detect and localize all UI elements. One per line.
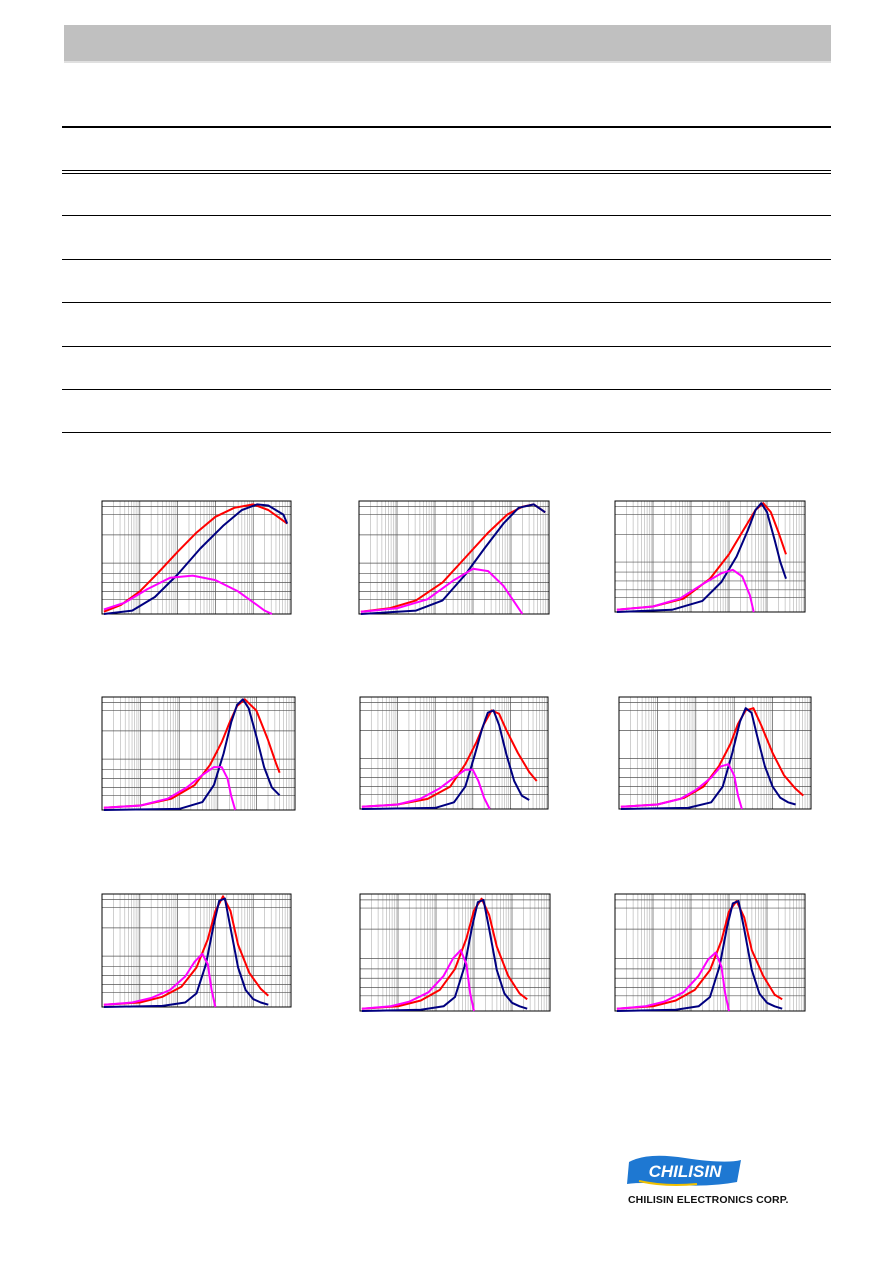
table-header-rule [62,170,831,171]
magenta-curve [616,951,730,1012]
plot-frame [101,500,292,615]
header-bar [64,25,831,61]
grid [358,501,549,614]
table-top-rule [62,126,831,128]
company-logo: CHILISIN CHILISIN ELECTRONICS CORP. [625,1154,825,1214]
table-header-rule-double [62,173,831,174]
navy-curve [103,897,269,1008]
plot-frame [614,500,806,613]
impedance-chart-3 [614,500,806,613]
navy-curve [103,503,289,615]
plot-frame [359,696,549,810]
navy-curve [616,900,783,1012]
table-row-rule [62,302,831,303]
header-bar-shadow [64,61,831,63]
table-row-rule [62,346,831,347]
navy-curve [361,709,530,810]
red-curve [361,897,528,1010]
grid [101,501,291,614]
navy-curve [616,502,787,613]
navy-curve [361,898,528,1012]
magenta-curve [620,763,743,810]
magenta-curve [361,768,491,810]
impedance-chart-2 [358,500,550,615]
impedance-chart-9 [614,893,806,1012]
magenta-curve [103,766,237,811]
table-row-rule [62,259,831,260]
navy-curve [360,503,546,615]
magenta-curve [103,952,217,1008]
red-curve [616,502,787,611]
impedance-chart-8 [359,893,551,1012]
red-curve [103,895,269,1006]
plot-frame [618,696,812,810]
grid [618,697,811,809]
grid [101,894,291,1007]
magenta-curve [616,568,755,613]
table-row-rule [62,389,831,390]
plot-frame [101,696,296,811]
plot-frame [101,893,292,1008]
grid [614,501,805,612]
magenta-curve [361,949,475,1012]
impedance-chart-6 [618,696,812,810]
grid [359,894,550,1011]
table-bottom-rule [62,432,831,433]
impedance-chart-5 [359,696,549,810]
grid [614,894,805,1011]
table-row-rule [62,215,831,216]
company-name: CHILISIN ELECTRONICS CORP. [628,1194,789,1206]
red-curve [616,900,783,1010]
plot-frame [614,893,806,1012]
plot-frame [358,500,550,615]
impedance-chart-7 [101,893,292,1008]
logo-mark-text: CHILISIN [649,1162,722,1181]
grid [101,697,295,810]
chilisin-logo-mark-icon: CHILISIN [627,1155,741,1186]
navy-curve [620,707,796,810]
red-curve [103,503,288,613]
impedance-chart-4 [101,696,296,811]
magenta-curve [360,567,524,615]
impedance-chart-1 [101,500,292,615]
magenta-curve [103,574,273,615]
red-curve [103,698,281,809]
plot-frame [359,893,551,1012]
navy-curve [103,698,281,811]
